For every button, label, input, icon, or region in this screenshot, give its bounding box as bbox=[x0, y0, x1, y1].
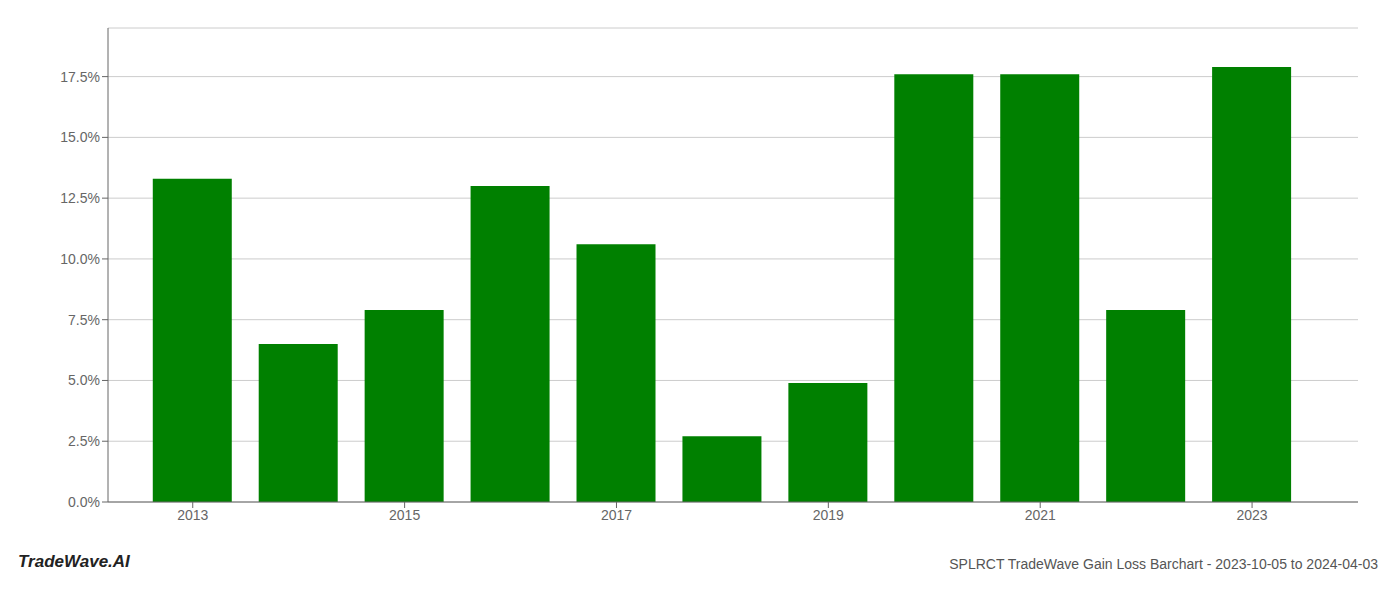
svg-text:2019: 2019 bbox=[813, 507, 844, 523]
html-text:SPLRCT TradeWave Gain Loss Bar: SPLRCT TradeWave Gain Loss Barchart - 20… bbox=[949, 556, 1378, 572]
svg-text:2017: 2017 bbox=[601, 507, 632, 523]
svg-text:12.5%: 12.5% bbox=[60, 190, 100, 206]
svg-text:10.0%: 10.0% bbox=[60, 251, 100, 267]
svg-text:15.0%: 15.0% bbox=[60, 129, 100, 145]
svg-text:2023: 2023 bbox=[1236, 507, 1267, 523]
svg-text:7.5%: 7.5% bbox=[68, 312, 100, 328]
svg-text:2021: 2021 bbox=[1025, 507, 1056, 523]
html-text:TradeWave.AI: TradeWave.AI bbox=[18, 552, 130, 571]
svg-text:17.5%: 17.5% bbox=[60, 69, 100, 85]
svg-text:0.0%: 0.0% bbox=[68, 494, 100, 510]
svg-text:5.0%: 5.0% bbox=[68, 372, 100, 388]
svg-text:2.5%: 2.5% bbox=[68, 433, 100, 449]
svg-text:2013: 2013 bbox=[177, 507, 208, 523]
svg-text:2015: 2015 bbox=[389, 507, 420, 523]
